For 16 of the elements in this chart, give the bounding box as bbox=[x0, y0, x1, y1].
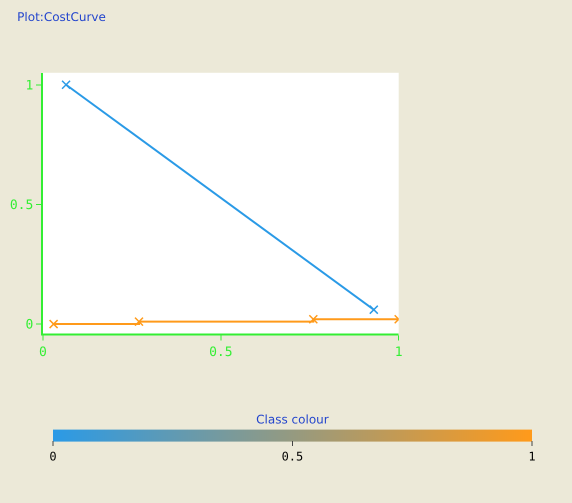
point bbox=[308, 314, 318, 324]
color-bar-title: Class colour bbox=[256, 412, 329, 427]
point bbox=[48, 319, 58, 329]
color-bar-label: 0.5 bbox=[282, 450, 304, 464]
x-tick-label: 1 bbox=[394, 345, 403, 360]
color-bar-label: 0 bbox=[49, 450, 57, 464]
point bbox=[369, 304, 379, 314]
x-tick-label: 0 bbox=[39, 345, 47, 360]
point bbox=[134, 316, 144, 326]
x-tick-label: 0.5 bbox=[209, 345, 233, 360]
point bbox=[61, 80, 71, 90]
y-tick-label: 1 bbox=[26, 78, 34, 94]
y-tick-label: 0.5 bbox=[10, 198, 34, 213]
color-bar-label: 1 bbox=[528, 450, 536, 464]
chart-title: Plot:CostCurve bbox=[17, 10, 106, 24]
y-tick-label: 0 bbox=[26, 318, 34, 333]
